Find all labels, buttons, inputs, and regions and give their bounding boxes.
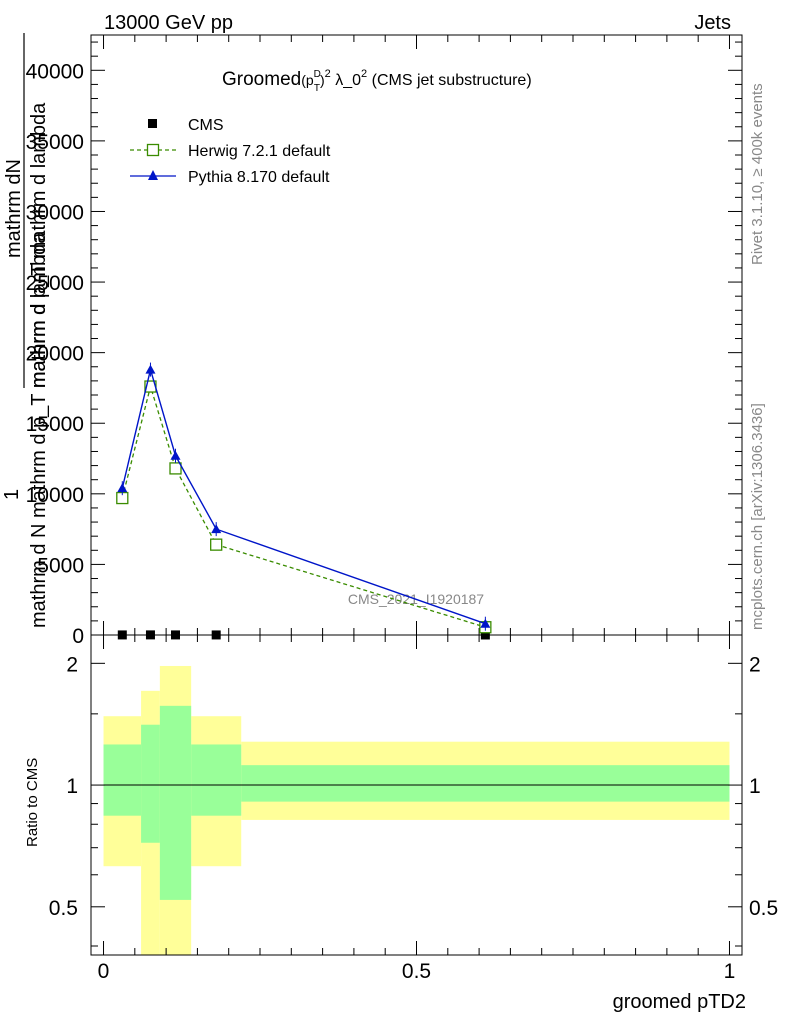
ratio-y-axis-label: Ratio to CMS xyxy=(24,758,41,847)
main-y-tick-label: 40000 xyxy=(26,60,84,83)
y-label-numerator: mathrm dN xyxy=(3,159,25,258)
title-p-exp: 2 xyxy=(325,68,331,80)
main-y-tick-label: 10000 xyxy=(26,484,84,507)
main-y-tick-label: 0 xyxy=(72,625,84,648)
x-tick-label: 1 xyxy=(724,960,736,983)
main-y-axis-label: mathrm dN mathrm d p_T mathrm d lambda 1… xyxy=(1,33,50,628)
pythia-line xyxy=(121,366,486,625)
x-axis-label: groomed pTD2 xyxy=(613,991,746,1013)
title-p-sub: T xyxy=(314,83,320,94)
ratio-axis-ticks xyxy=(91,635,742,955)
chart-title: Groomed(pD T)2 λ_02 (CMS jet substructure… xyxy=(222,68,532,94)
legend: CMS Herwig 7.2.1 default Pythia 8.170 de… xyxy=(130,117,331,186)
rivet-version-label: Rivet 3.1.10, ≥ 400k events xyxy=(749,83,766,265)
ratio-band-green xyxy=(191,744,242,816)
legend-pythia-label: Pythia 8.170 default xyxy=(188,169,330,186)
main-y-tick-labels: 0 5000 10000 15000 20000 25000 30000 35000 40000 xyxy=(26,60,84,648)
header-jets-label: Jets xyxy=(694,12,731,34)
y-label-denominator: mathrm d p_T mathrm d lambda xyxy=(28,102,50,388)
herwig-data-point xyxy=(210,538,223,551)
title-p: (p xyxy=(301,72,314,88)
legend-herwig-marker xyxy=(146,143,160,157)
ratio-tick-labels: 0.5 0.5 1 1 2 2 0 0.5 1 xyxy=(49,653,778,983)
main-y-tick-label: 15000 xyxy=(26,413,84,436)
x-tick-label: 0.5 xyxy=(402,960,431,983)
pythia-data-point xyxy=(145,364,156,374)
title-lambda: λ_0 xyxy=(331,72,361,89)
title-prefix: Groomed xyxy=(222,69,301,90)
ratio-band-green xyxy=(141,724,160,843)
main-y-tick-label: 20000 xyxy=(26,343,84,366)
mcplots-label: mcplots.cern.ch [arXiv:1306.3436] xyxy=(749,403,766,630)
herwig-data-point xyxy=(169,462,182,475)
title-suffix: (CMS jet substructure) xyxy=(367,72,531,89)
pythia-data-point xyxy=(211,524,222,534)
legend-cms-label: CMS xyxy=(188,117,224,134)
main-y-tick-label: 30000 xyxy=(26,201,84,224)
herwig-line xyxy=(121,384,486,628)
main-y-tick-label: 35000 xyxy=(26,131,84,154)
ratio-y-tick-label-right: 1 xyxy=(749,775,761,798)
ratio-band-green xyxy=(241,765,730,802)
title-lambda-exp: 2 xyxy=(361,68,367,80)
main-y-tick-label: 25000 xyxy=(26,272,84,295)
ratio-band-green xyxy=(103,744,142,816)
ratio-bands-layer xyxy=(103,665,730,955)
legend-herwig-label: Herwig 7.2.1 default xyxy=(188,143,331,160)
ratio-y-tick-label: 1 xyxy=(66,775,78,798)
pythia-data-point xyxy=(170,450,181,460)
ratio-y-tick-label: 2 xyxy=(66,653,78,676)
header-energy-label: 13000 GeV pp xyxy=(104,12,233,34)
ratio-y-tick-label-right: 2 xyxy=(749,653,761,676)
title-p-close: ) xyxy=(320,72,325,88)
main-y-tick-label: 5000 xyxy=(37,554,84,577)
title-p-sup: D xyxy=(314,69,321,80)
ratio-y-tick-label-right: 0.5 xyxy=(749,897,778,920)
pythia-data-point xyxy=(480,618,491,628)
ratio-band-green xyxy=(159,705,192,900)
main-axis-ticks xyxy=(91,35,742,636)
ratio-y-tick-label: 0.5 xyxy=(49,897,78,920)
legend-cms-marker xyxy=(148,119,157,128)
x-tick-label: 0 xyxy=(98,960,110,983)
pythia-data-point xyxy=(117,483,128,493)
y-label-prefix: 1 xyxy=(1,489,23,500)
legend-pythia-marker xyxy=(148,170,158,180)
y-label-prefix-denominator: mathrm d N mathrm d p_T mathrm d lambda xyxy=(28,232,50,628)
